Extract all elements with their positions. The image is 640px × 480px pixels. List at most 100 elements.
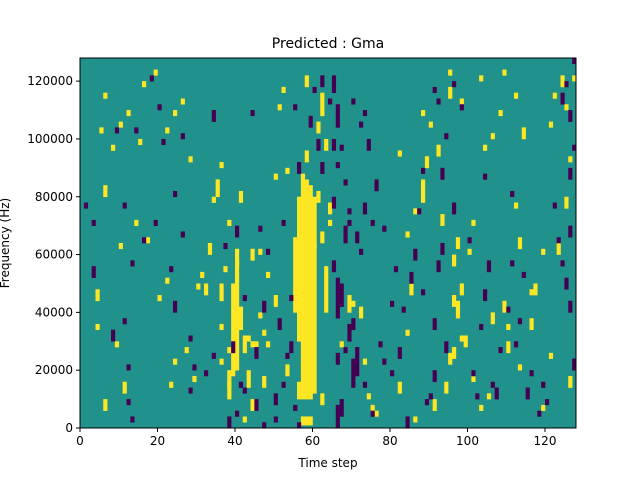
low-cell [362,381,368,388]
high-cell [235,248,240,371]
high-cell [316,190,321,203]
low-cell [421,167,426,174]
high-cell [320,393,325,406]
low-cell [134,127,139,134]
low-cell [211,352,216,359]
low-cell [308,115,313,128]
high-cell [312,196,317,394]
low-cell [339,144,344,151]
low-cell [572,144,576,151]
high-cell [304,150,309,163]
low-cell [111,329,116,342]
high-cell [405,231,410,238]
low-cell [560,260,565,267]
low-cell [382,358,387,365]
high-cell [467,248,472,255]
high-cell [374,410,379,417]
high-cell [452,347,457,359]
high-cell [184,347,189,354]
low-cell [366,138,371,151]
low-cell [297,422,302,428]
high-cell [266,341,271,348]
low-cell [517,318,523,325]
x-tick-label: 120 [534,434,557,448]
high-cell [564,104,569,111]
high-cell [273,173,278,180]
low-cell [235,410,240,417]
low-cell [390,300,395,307]
high-cell [238,306,244,331]
low-cell [494,387,499,400]
low-cell [331,75,337,93]
low-cell [157,104,162,111]
high-cell [568,375,573,388]
low-cell [378,341,383,348]
low-cell [180,231,185,238]
high-cell [490,133,495,140]
low-cell [250,110,255,117]
high-cell [223,266,228,273]
y-axis: 0 20000 40000 60000 80000 100000 120000 [27,74,80,435]
low-cell [343,179,348,186]
low-cell [347,208,352,215]
high-cell [320,92,325,117]
low-cell [114,127,120,134]
high-cell [188,156,193,163]
low-cell [405,416,410,428]
high-cell [250,341,255,348]
low-cell [362,110,368,117]
high-cell [452,295,457,307]
plot-frame [79,57,577,429]
high-cell [219,358,224,365]
low-cell [122,318,127,325]
low-cell [572,358,576,371]
low-cell [409,271,414,284]
low-cell [242,295,247,302]
high-cell [339,341,344,348]
high-cell [95,323,100,331]
high-cell [126,110,131,117]
low-cell [180,133,185,140]
low-cell [339,399,344,417]
low-cell [568,300,573,313]
high-cell [235,260,240,267]
x-tick-label: 40 [227,434,242,448]
high-cell [436,144,441,157]
high-cell [421,179,426,192]
y-tick-label: 60000 [35,248,73,262]
high-cell [300,173,306,400]
low-cell [541,381,546,388]
high-cell [506,323,511,331]
high-cell [448,352,453,365]
high-cell [293,237,298,313]
high-cell [242,335,247,354]
low-cell [545,399,550,406]
low-cell [440,167,445,180]
heatmap-cells [83,58,580,428]
chart-title: Predicted : Gma [272,36,384,52]
low-cell [479,323,484,331]
high-cell [324,138,329,151]
high-cell [227,347,232,354]
high-cell [242,416,247,423]
low-cell [576,220,580,226]
high-cell [366,393,371,400]
low-cell [262,422,267,428]
high-cell [262,329,267,336]
low-cell [436,260,441,273]
low-cell [335,104,340,128]
low-cell [510,260,515,267]
high-cell [312,243,317,250]
low-cell [486,260,492,273]
low-cell [552,202,557,209]
high-cell [122,381,127,394]
high-cell [215,185,220,198]
x-tick-label: 80 [382,434,397,448]
high-cell [471,375,476,383]
high-cell [297,381,302,400]
low-cell [351,358,356,388]
low-cell [343,225,348,244]
low-cell [339,283,344,307]
high-cell [448,86,453,99]
low-cell [444,133,449,140]
